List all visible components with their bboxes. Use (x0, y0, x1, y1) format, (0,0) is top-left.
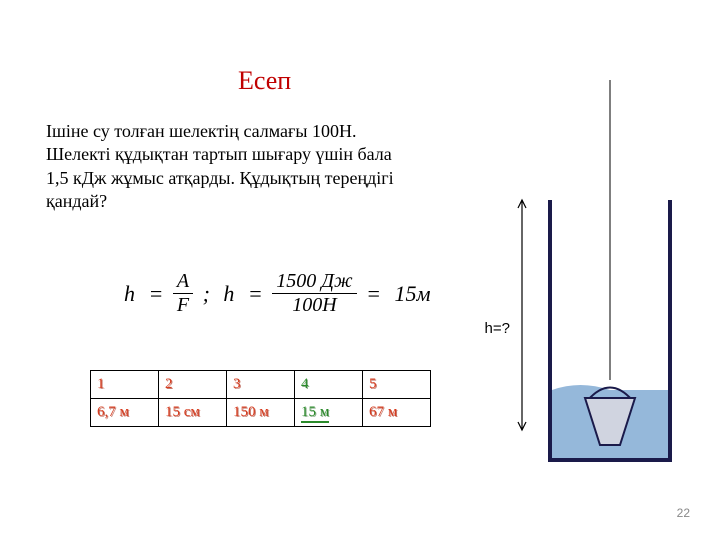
table-values-row: 6,7 м 15 см 150 м 15 м 67 м (91, 399, 431, 427)
solution-formula: h = A F ; h = 1500 Дж 100H = 15м (120, 270, 435, 317)
page-title: Есеп (238, 66, 291, 96)
option-value-4: 15 м (295, 399, 363, 427)
option-value-1: 6,7 м (91, 399, 159, 427)
var-h2: h (219, 281, 238, 306)
equals-1: = (145, 281, 168, 306)
option-header-5: 5 (363, 371, 431, 399)
option-value-5: 67 м (363, 399, 431, 427)
answer-options-table: 1 2 3 4 5 6,7 м 15 см 150 м 15 м 67 м (90, 370, 431, 427)
numerator-1500: 1500 Дж (272, 270, 356, 294)
option-header-2: 2 (159, 371, 227, 399)
option-value-3: 150 м (227, 399, 295, 427)
result-15m: 15м (390, 281, 434, 306)
fraction-values: 1500 Дж 100H (272, 270, 356, 317)
option-header-3: 3 (227, 371, 295, 399)
fraction-af: A F (173, 270, 193, 317)
denominator-100: 100H (272, 294, 356, 317)
option-header-4: 4 (295, 371, 363, 399)
well-diagram (510, 80, 690, 480)
option-header-1: 1 (91, 371, 159, 399)
var-h: h (120, 281, 139, 306)
height-label: h=? (485, 320, 510, 337)
equals-3: = (362, 281, 385, 306)
table-header-row: 1 2 3 4 5 (91, 371, 431, 399)
denominator-f: F (173, 294, 193, 317)
problem-statement: Ішіне су толған шелектің салмағы 100Н. Ш… (46, 120, 396, 214)
numerator-a: A (173, 270, 193, 294)
semicolon: ; (199, 281, 214, 306)
page-number: 22 (677, 506, 690, 520)
option-value-2: 15 см (159, 399, 227, 427)
equals-2: = (244, 281, 267, 306)
